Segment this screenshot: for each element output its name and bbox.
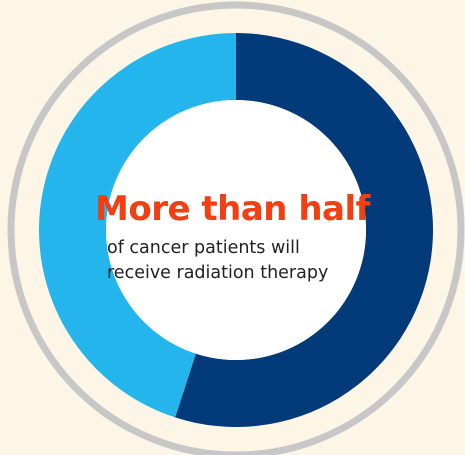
donut-slice-2 (39, 33, 236, 418)
inner-disc (106, 100, 366, 360)
headline: More than half (95, 189, 370, 229)
donut-slice-1 (175, 33, 434, 427)
subline-text-2: receive radiation therapy (107, 263, 329, 283)
subline: of cancer patients will receive radiatio… (107, 236, 367, 286)
subline-text-1: of cancer patients will (107, 238, 300, 258)
donut-slices (39, 33, 434, 427)
outer-ring (7, 1, 465, 455)
